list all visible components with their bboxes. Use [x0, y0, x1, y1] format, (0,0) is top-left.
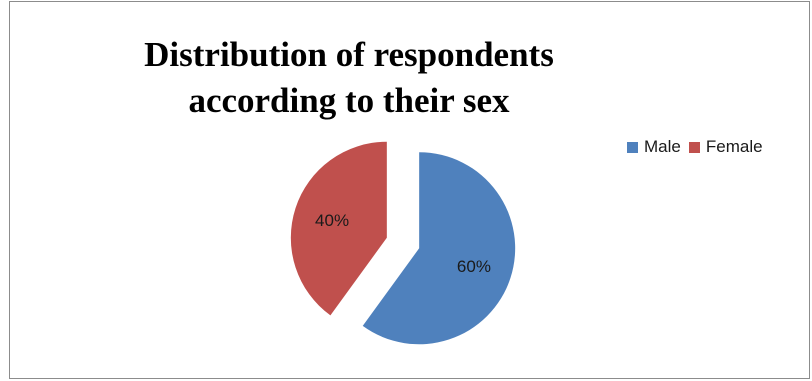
pie-slice-male: [362, 152, 516, 345]
data-label-female: 40%: [315, 211, 349, 230]
legend-item-female: Female: [688, 137, 763, 157]
legend-item-male: Male: [627, 137, 681, 157]
legend-label-male: Male: [644, 137, 681, 156]
legend-label-female: Female: [705, 137, 763, 156]
pie-slice-female: [290, 141, 387, 316]
legend-swatch-female: [688, 141, 700, 153]
chart-title-line-1: Distribution of respondents: [144, 35, 554, 74]
chart-title: Distribution of respondents according to…: [60, 32, 638, 124]
legend-swatch-male: [627, 141, 638, 153]
chart-legend: Male Female: [627, 137, 771, 157]
data-label-male: 60%: [457, 257, 491, 276]
chart-title-line-2: according to their sex: [188, 81, 510, 120]
